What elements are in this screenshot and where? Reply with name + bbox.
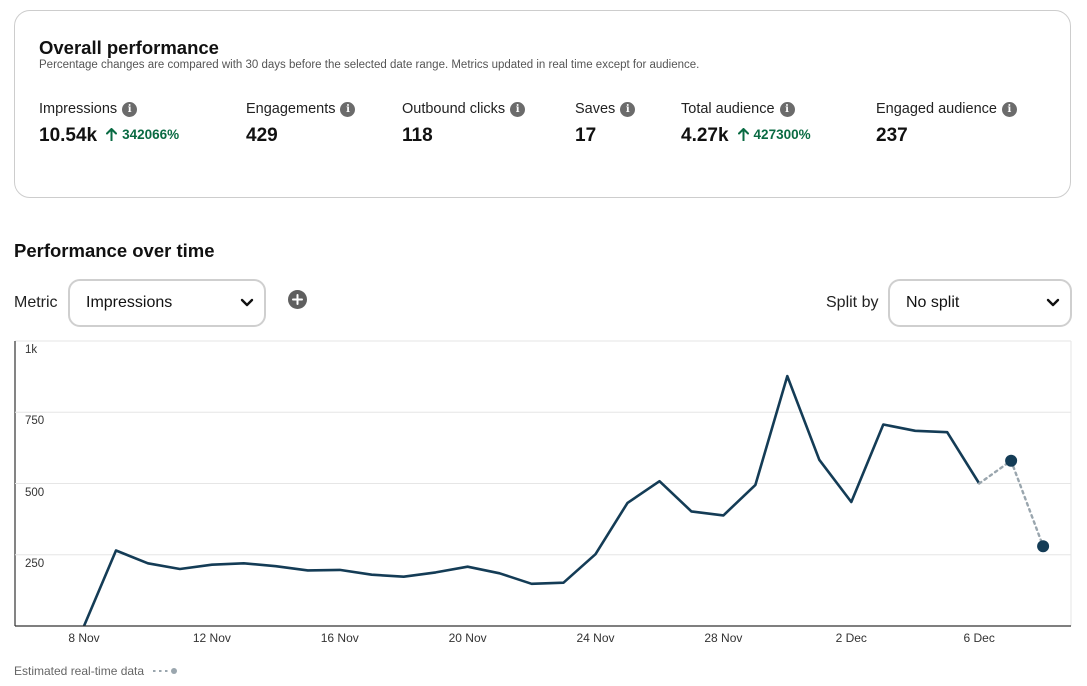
estimated-data-point[interactable] <box>1005 454 1018 467</box>
metric-value: 10.54k <box>39 125 98 146</box>
info-icon[interactable]: i <box>620 101 636 117</box>
metric-label: Saves <box>575 101 616 117</box>
overall-performance-subtitle: Percentage changes are compared with 30 … <box>39 59 700 71</box>
x-tick-label: 16 Nov <box>320 631 359 645</box>
x-tick-label: 8 Nov <box>68 631 100 645</box>
metric-label: Impressions <box>39 101 118 117</box>
info-icon[interactable]: i <box>779 101 795 117</box>
info-icon[interactable]: i <box>122 101 138 117</box>
metric-saves: Saves i 17 <box>575 99 636 147</box>
metric-value: 4.27k <box>681 125 729 146</box>
x-tick-label: 24 Nov <box>576 631 615 645</box>
info-icon[interactable]: i <box>340 101 356 117</box>
metric-delta: 342066% <box>106 127 179 142</box>
chevron-down-icon <box>240 298 254 307</box>
estimated-line-icon <box>153 668 178 674</box>
estimated-series-line <box>978 458 1045 548</box>
delta-value: 427300% <box>753 127 811 142</box>
metric-label: Engagements <box>246 101 336 117</box>
metric-select-value: Impressions <box>86 294 173 311</box>
y-tick-label: 500 <box>25 486 45 499</box>
chart-legend: Estimated real-time data <box>14 664 178 678</box>
performance-over-time-title: Performance over time <box>14 240 215 261</box>
split-select[interactable]: No split <box>888 279 1072 327</box>
plus-circle-icon <box>292 294 303 305</box>
metric-select-label: Metric <box>14 294 58 311</box>
metric-label: Total audience <box>681 101 775 117</box>
info-icon[interactable]: i <box>1001 101 1017 117</box>
metric-engagements: Engagements i 429 <box>246 99 356 147</box>
impressions-series-line <box>82 374 981 627</box>
metric-value: 17 <box>575 125 597 146</box>
x-tick-label: 12 Nov <box>192 631 231 645</box>
delta-value: 342066% <box>122 127 180 142</box>
add-metric-button[interactable] <box>288 290 307 309</box>
metric-value: 429 <box>246 125 278 146</box>
x-tick-label: 6 Dec <box>963 631 995 645</box>
split-select-value: No split <box>906 294 960 311</box>
metric-engaged-audience: Engaged audience i 237 <box>876 99 1017 147</box>
performance-line-chart <box>14 340 1072 627</box>
metric-impressions: Impressions i 10.54k 342066% <box>39 99 179 147</box>
y-tick-label: 750 <box>25 415 45 428</box>
metric-label: Engaged audience <box>876 101 997 117</box>
x-tick-label: 2 Dec <box>835 631 867 645</box>
legend-estimated-label: Estimated real-time data <box>14 664 145 678</box>
split-select-label: Split by <box>826 294 879 311</box>
metric-label: Outbound clicks <box>402 101 506 117</box>
metric-outbound-clicks: Outbound clicks i 118 <box>402 99 526 147</box>
y-tick-label: 250 <box>25 557 45 570</box>
estimated-data-point[interactable] <box>1037 540 1050 553</box>
metric-total-audience: Total audience i 4.27k 427300% <box>681 99 811 147</box>
overall-performance-card: Overall performance Percentage changes a… <box>14 10 1071 198</box>
metric-delta: 427300% <box>737 127 811 142</box>
arrow-up-icon <box>106 128 118 141</box>
overall-performance-title: Overall performance <box>39 37 219 58</box>
x-tick-label: 28 Nov <box>704 631 743 645</box>
chevron-down-icon <box>1046 298 1060 307</box>
arrow-up-icon <box>737 128 749 141</box>
x-tick-label: 20 Nov <box>448 631 487 645</box>
y-tick-label: 1k <box>25 344 38 356</box>
metric-select[interactable]: Impressions <box>68 279 266 327</box>
info-icon[interactable]: i <box>510 101 526 117</box>
metric-value: 237 <box>876 125 908 146</box>
metric-value: 118 <box>402 125 433 146</box>
